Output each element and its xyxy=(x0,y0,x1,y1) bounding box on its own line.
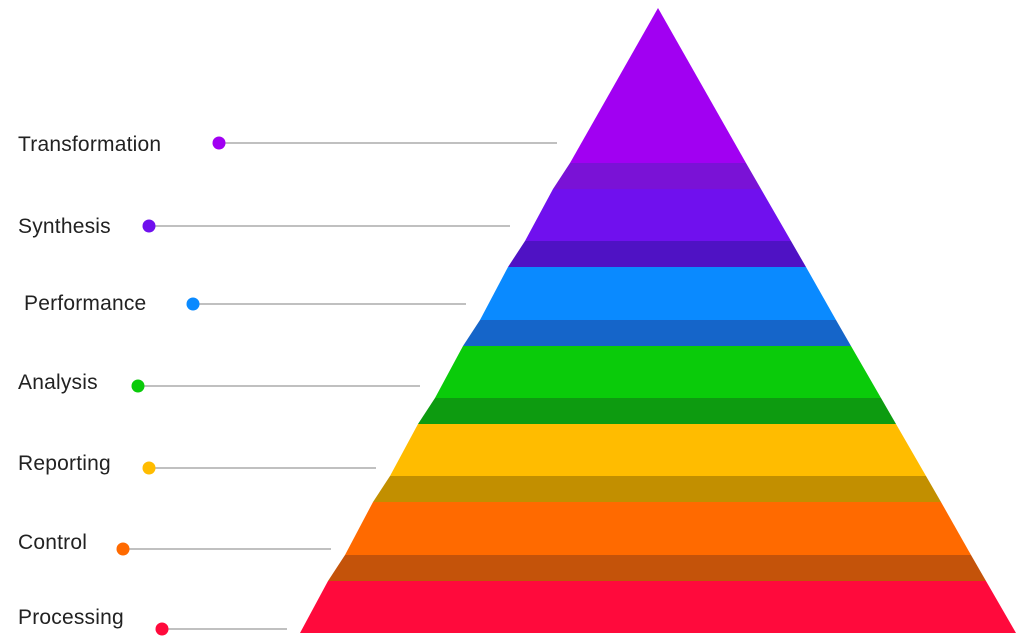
level-reporting xyxy=(390,424,926,476)
dot-performance xyxy=(186,297,200,311)
dot-synthesis xyxy=(142,219,156,233)
dot-analysis xyxy=(131,379,145,393)
connector-3 xyxy=(463,320,851,346)
dot-transformation xyxy=(212,136,226,150)
label-synthesis: Synthesis xyxy=(18,215,111,238)
connector-5 xyxy=(373,476,941,502)
label-analysis: Analysis xyxy=(18,371,98,394)
level-transformation xyxy=(570,8,746,163)
label-transformation: Transformation xyxy=(18,133,162,156)
connector-1 xyxy=(553,163,761,189)
label-control: Control xyxy=(18,531,88,554)
dot-reporting xyxy=(142,461,156,475)
dot-control xyxy=(116,542,130,556)
label-reporting: Reporting xyxy=(18,452,111,475)
level-processing xyxy=(300,581,1016,633)
label-performance: Performance xyxy=(24,292,147,315)
dot-processing xyxy=(155,622,169,636)
connector-6 xyxy=(328,555,986,581)
level-performance xyxy=(480,267,836,320)
level-synthesis xyxy=(525,189,791,241)
level-analysis xyxy=(435,346,881,398)
level-control xyxy=(345,502,971,555)
label-processing: Processing xyxy=(18,606,124,629)
connector-4 xyxy=(418,398,896,424)
connector-2 xyxy=(508,241,806,267)
